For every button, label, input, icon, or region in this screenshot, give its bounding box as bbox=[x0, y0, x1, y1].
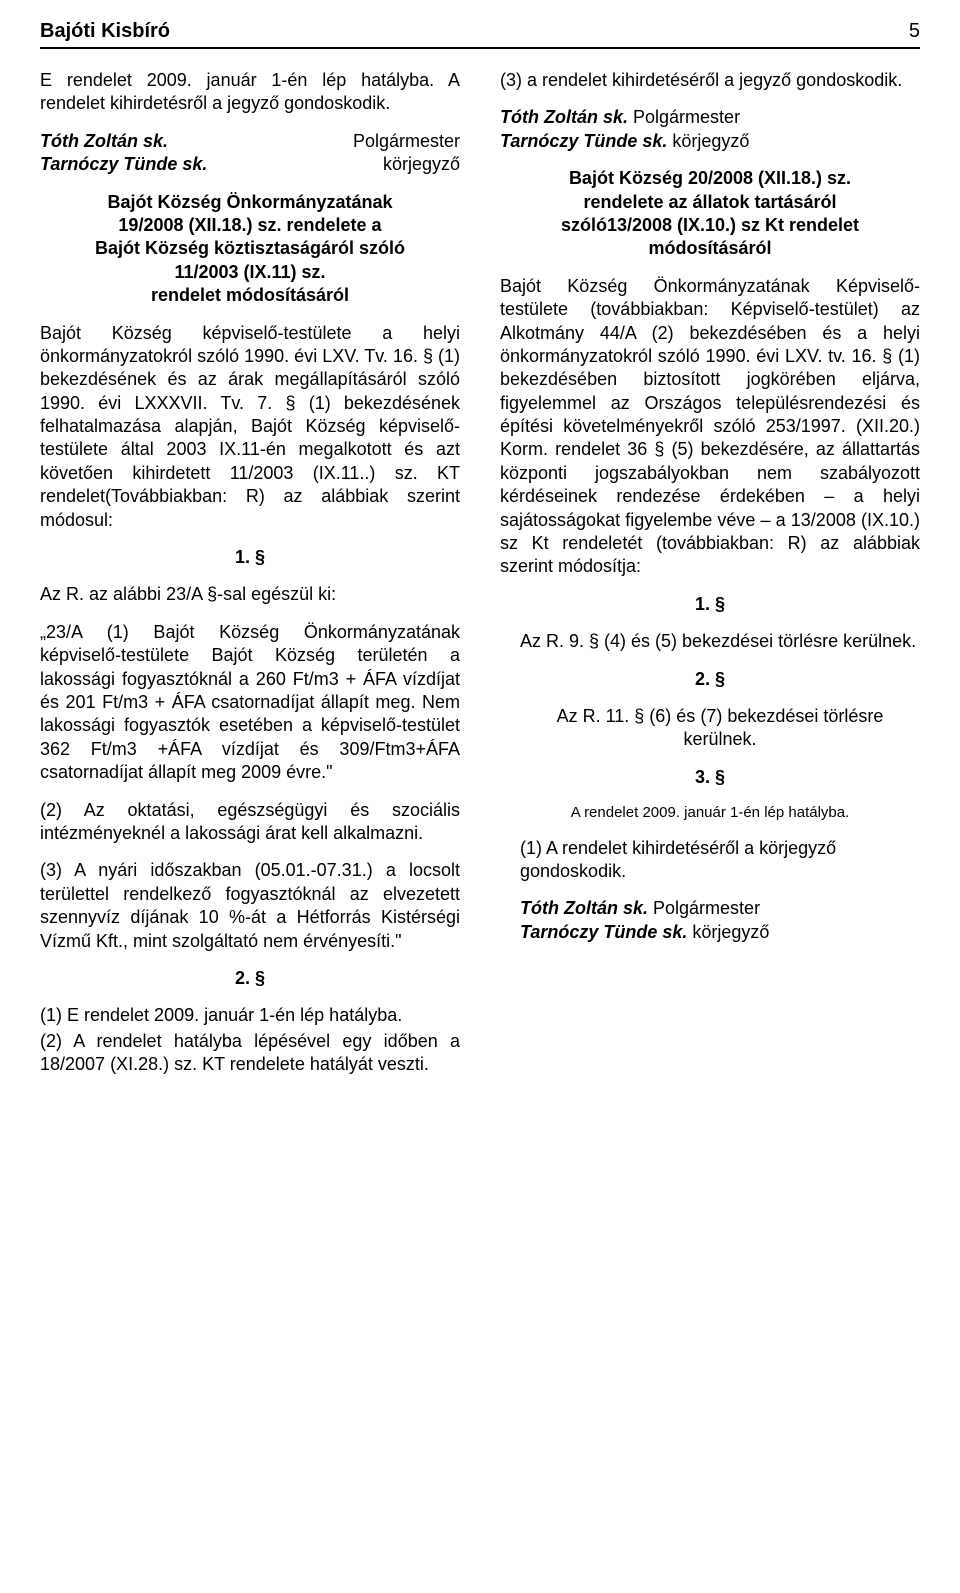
sig4-role: körjegyző bbox=[692, 922, 769, 942]
r-sub2: Az R. 11. § (6) és (7) bekezdései törlés… bbox=[500, 705, 920, 752]
sig-line-6: Tarnóczy Tünde sk. körjegyző bbox=[520, 921, 920, 944]
sig1r-role: Polgármester bbox=[633, 107, 740, 127]
decree1-l2: 19/2008 (XII.18.) sz. rendelete a bbox=[40, 214, 460, 237]
sig2r-role: körjegyző bbox=[672, 131, 749, 151]
r-sub1: Az R. 9. § (4) és (5) bekezdései törlésr… bbox=[500, 630, 920, 653]
decree1-l1: Bajót Község Önkormányzatának bbox=[40, 191, 460, 214]
right-p1: (3) a rendelet kihirdetéséről a jegyző g… bbox=[500, 69, 920, 92]
sig-line-1: Tóth Zoltán sk. Polgármester bbox=[40, 130, 460, 153]
sig1-role: Polgármester bbox=[353, 130, 460, 153]
left-p7: (1) E rendelet 2009. január 1-én lép hat… bbox=[40, 1004, 460, 1027]
decree2-l3: szóló13/2008 (IX.10.) sz Kt rendelet bbox=[500, 214, 920, 237]
decree1-l5: rendelet módosításáról bbox=[40, 284, 460, 307]
sig3-name: Tóth Zoltán sk. bbox=[520, 898, 648, 918]
page: Bajóti Kisbíró 5 E rendelet 2009. január… bbox=[0, 0, 960, 1130]
left-p8: (2) A rendelet hatályba lépésével egy id… bbox=[40, 1030, 460, 1077]
left-column: E rendelet 2009. január 1-én lép hatályb… bbox=[40, 69, 460, 1090]
decree-1-heading: Bajót Község Önkormányzatának 19/2008 (X… bbox=[40, 191, 460, 308]
decree1-l4: 11/2003 (IX.11) sz. bbox=[40, 261, 460, 284]
sig3-role: Polgármester bbox=[653, 898, 760, 918]
sig2r-name: Tarnóczy Tünde sk. bbox=[500, 131, 667, 151]
signature-block-1: Tóth Zoltán sk. Polgármester Tarnóczy Tü… bbox=[40, 130, 460, 177]
sig4-name: Tarnóczy Tünde sk. bbox=[520, 922, 687, 942]
sig-line-3: Tóth Zoltán sk. Polgármester bbox=[500, 106, 920, 129]
signature-block-3: Tóth Zoltán sk. Polgármester Tarnóczy Tü… bbox=[500, 897, 920, 944]
decree2-l2: rendelete az állatok tartásáról bbox=[500, 191, 920, 214]
left-p5: (2) Az oktatási, egészségügyi és szociál… bbox=[40, 799, 460, 846]
left-p4: „23/A (1) Bajót Község Önkormányzatának … bbox=[40, 621, 460, 785]
r-section-3: 3. § bbox=[500, 766, 920, 789]
header-title: Bajóti Kisbíró bbox=[40, 20, 170, 43]
sig-line-5: Tóth Zoltán sk. Polgármester bbox=[520, 897, 920, 920]
right-p3: (1) A rendelet kihirdetéséről a körjegyz… bbox=[500, 837, 920, 884]
decree2-l4: módosításáról bbox=[500, 237, 920, 260]
sig1-name: Tóth Zoltán sk. bbox=[40, 131, 168, 151]
sig-line-2: Tarnóczy Tünde sk. körjegyző bbox=[40, 153, 460, 176]
left-p3: Az R. az alábbi 23/A §-sal egészül ki: bbox=[40, 583, 460, 606]
left-p2: Bajót Község képviselő-testülete a helyi… bbox=[40, 322, 460, 533]
signature-block-2: Tóth Zoltán sk. Polgármester Tarnóczy Tü… bbox=[500, 106, 920, 153]
r-sub3: A rendelet 2009. január 1-én lép hatályb… bbox=[500, 803, 920, 823]
decree-2-heading: Bajót Község 20/2008 (XII.18.) sz. rende… bbox=[500, 167, 920, 261]
section-2: 2. § bbox=[40, 967, 460, 990]
r-section-1: 1. § bbox=[500, 593, 920, 616]
decree1-l3: Bajót Község köztisztaságáról szóló bbox=[40, 237, 460, 260]
left-p1: E rendelet 2009. január 1-én lép hatályb… bbox=[40, 69, 460, 116]
section-1: 1. § bbox=[40, 546, 460, 569]
sig2-role: körjegyző bbox=[383, 153, 460, 176]
r-section-2: 2. § bbox=[500, 668, 920, 691]
sig1r-name: Tóth Zoltán sk. bbox=[500, 107, 628, 127]
left-p6: (3) A nyári időszakban (05.01.-07.31.) a… bbox=[40, 859, 460, 953]
decree2-l1: Bajót Község 20/2008 (XII.18.) sz. bbox=[500, 167, 920, 190]
page-number: 5 bbox=[909, 20, 920, 43]
right-column: (3) a rendelet kihirdetéséről a jegyző g… bbox=[500, 69, 920, 1090]
sig-line-4: Tarnóczy Tünde sk. körjegyző bbox=[500, 130, 920, 153]
right-p2: Bajót Község Önkormányzatának Képviselő-… bbox=[500, 275, 920, 579]
header: Bajóti Kisbíró 5 bbox=[40, 20, 920, 49]
sig2-name: Tarnóczy Tünde sk. bbox=[40, 154, 207, 174]
columns: E rendelet 2009. január 1-én lép hatályb… bbox=[40, 69, 920, 1090]
